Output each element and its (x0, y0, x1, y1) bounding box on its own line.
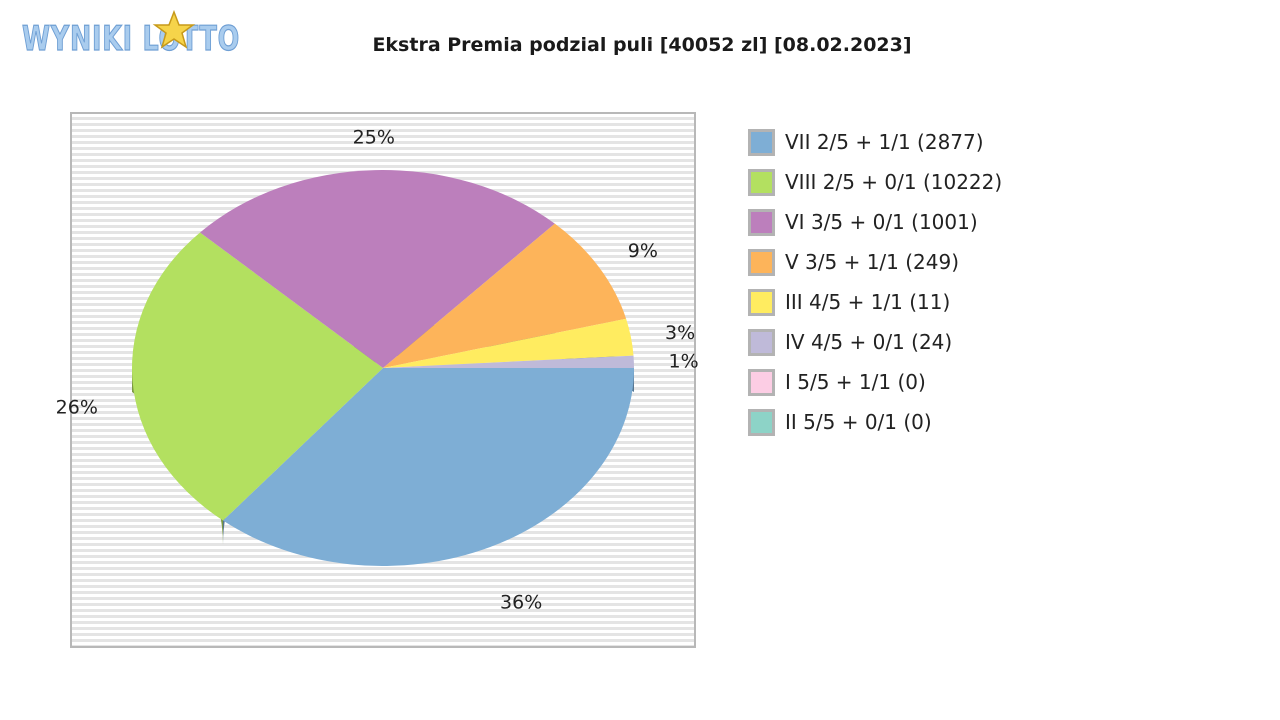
legend-item: III 4/5 + 1/1 (11) (748, 282, 1002, 322)
legend-label: VIII 2/5 + 0/1 (10222) (785, 170, 1003, 194)
legend-label: IV 4/5 + 0/1 (24) (785, 330, 953, 354)
legend: VII 2/5 + 1/1 (2877) VIII 2/5 + 0/1 (1022… (748, 122, 1002, 442)
legend-label: II 5/5 + 0/1 (0) (785, 410, 932, 434)
legend-swatch (748, 208, 775, 236)
slice-percent-label: 26% (56, 397, 98, 419)
legend-label: VI 3/5 + 0/1 (1001) (785, 210, 978, 234)
slice-percent-label: 25% (353, 126, 395, 148)
slice-percent-label: 1% (669, 351, 699, 373)
legend-swatch (748, 248, 775, 276)
pie-slice (132, 232, 383, 521)
slice-percent-label: 3% (665, 322, 695, 344)
legend-item: VI 3/5 + 0/1 (1001) (748, 202, 1002, 242)
legend-swatch (748, 288, 775, 316)
legend-label: V 3/5 + 1/1 (249) (785, 250, 960, 274)
pie-labels: 36% 26% 25% 9% 3% 1% (56, 126, 699, 613)
legend-item: IV 4/5 + 0/1 (24) (748, 322, 1002, 362)
legend-item: VII 2/5 + 1/1 (2877) (748, 122, 1002, 162)
legend-swatch (748, 368, 775, 396)
legend-swatch (748, 168, 775, 196)
legend-item: V 3/5 + 1/1 (249) (748, 242, 1002, 282)
star-icon (152, 10, 196, 49)
slice-percent-label: 9% (628, 240, 658, 262)
logo-text: WYNIKI LOTTO (22, 19, 240, 58)
slice-percent-label: 36% (500, 592, 542, 614)
legend-item: VIII 2/5 + 0/1 (10222) (748, 162, 1002, 202)
legend-label: I 5/5 + 1/1 (0) (785, 370, 926, 394)
pie-slices (132, 170, 634, 566)
legend-label: III 4/5 + 1/1 (11) (785, 290, 951, 314)
pie-slice (200, 170, 555, 368)
pie-chart: 36% 26% 25% 9% 3% 1% (56, 126, 699, 613)
wyniki-lotto-logo: WYNIKI LOTTO (22, 10, 240, 58)
legend-item: II 5/5 + 0/1 (0) (748, 402, 1002, 442)
legend-swatch (748, 408, 775, 436)
pie-slice (383, 223, 627, 368)
legend-label: VII 2/5 + 1/1 (2877) (785, 130, 984, 154)
legend-item: I 5/5 + 1/1 (0) (748, 362, 1002, 402)
legend-swatch (748, 128, 775, 156)
pie-slice (383, 318, 634, 368)
pie-slice (223, 368, 634, 566)
legend-swatch (748, 328, 775, 356)
chart-title: Ekstra Premia podzial puli [40052 zl] [0… (372, 34, 912, 56)
pie-slice (383, 355, 634, 368)
